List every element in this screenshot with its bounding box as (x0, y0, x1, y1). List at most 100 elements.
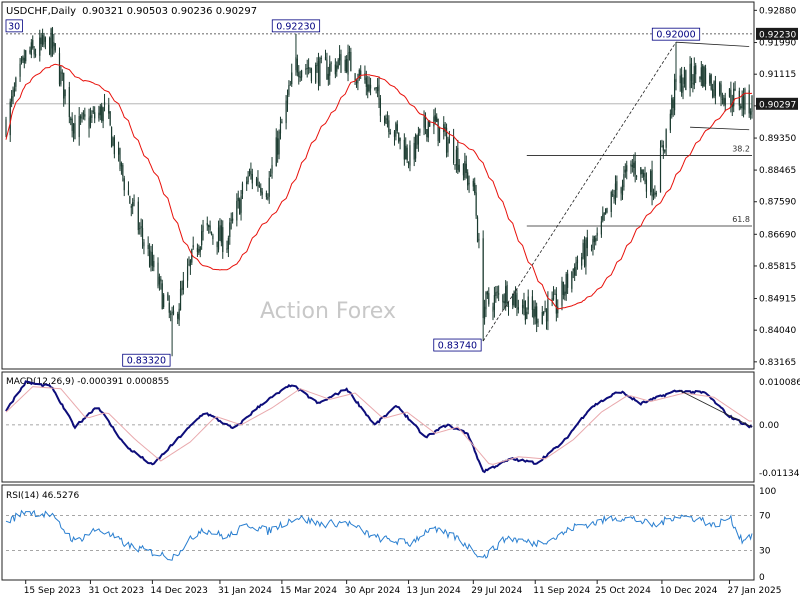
price-annotation-label: 0.83740 (438, 341, 477, 352)
candle-body (170, 313, 172, 315)
candle-body (172, 310, 175, 315)
candle-body (177, 313, 179, 319)
candle-body (704, 68, 707, 85)
candle-body (39, 37, 41, 56)
candle-body (475, 192, 477, 216)
candle-body (741, 94, 743, 109)
candle-body (724, 98, 726, 106)
candle-body (29, 50, 31, 53)
candle-body (319, 58, 321, 86)
candle-body (369, 84, 372, 89)
candle-body (23, 57, 25, 64)
candle-body (270, 174, 272, 176)
candle-body (288, 85, 290, 95)
candle-body (478, 238, 480, 241)
candle-body (384, 116, 386, 123)
candle-body (210, 232, 213, 235)
date-axis-label: 31 Jan 2024 (218, 586, 272, 596)
candle-body (364, 73, 366, 81)
candle-body (230, 219, 232, 221)
candle-body (44, 37, 47, 42)
date-axis-label: 27 Jan 2025 (727, 586, 781, 596)
candle-body (289, 84, 291, 86)
candle-body (465, 163, 467, 174)
candle-body (493, 295, 496, 310)
candle-body (406, 147, 408, 161)
candle-body (455, 149, 458, 166)
candle-body (103, 102, 106, 106)
candle-body (379, 98, 382, 116)
candle-body (81, 114, 83, 119)
candle-body (426, 129, 428, 138)
price-axis-label: 0.84915 (759, 295, 796, 305)
candle-body (84, 114, 86, 117)
candle-body (267, 197, 269, 199)
candle-body (679, 75, 681, 84)
candle-body (613, 195, 615, 199)
resistance-price-box-label: 0.92230 (759, 30, 796, 40)
rsi-layer (5, 509, 753, 561)
candle-body (275, 137, 277, 167)
candle-body (82, 113, 85, 115)
candle-body (730, 89, 732, 106)
candle-body (744, 89, 746, 111)
price-axis-label: 0.86690 (759, 230, 796, 240)
candle-body (541, 311, 543, 324)
date-axis-label: 29 Jul 2024 (471, 586, 522, 596)
candle-body (271, 165, 273, 174)
candle-body (416, 135, 418, 146)
candle-body (419, 128, 421, 133)
candle-body (498, 293, 500, 295)
candle-body (693, 66, 695, 86)
candle-body (552, 293, 555, 300)
candle-body (336, 65, 338, 72)
candle-body (506, 284, 508, 306)
candle-body (12, 89, 14, 98)
candle-body (454, 164, 456, 166)
candle-body (102, 107, 104, 122)
date-axis-label: 10 Dec 2024 (660, 586, 718, 596)
candle-body (198, 249, 200, 253)
candle-body (534, 306, 536, 317)
candle-body (635, 176, 638, 177)
candle-body (621, 184, 624, 196)
candle-body (436, 116, 438, 122)
candle-body (395, 123, 397, 137)
candle-body (51, 28, 54, 49)
candle-body (309, 67, 311, 71)
candle-body (182, 280, 184, 291)
candle-body (367, 84, 369, 92)
candle-body (158, 276, 161, 285)
candle-body (605, 208, 607, 214)
candle-body (346, 59, 348, 73)
candle-body (662, 145, 664, 151)
candle-body (507, 305, 510, 307)
candle-body (20, 59, 23, 62)
candle-body (239, 199, 241, 215)
candle-body (376, 86, 379, 92)
candle-body (219, 225, 221, 241)
candle-body (496, 291, 498, 293)
rsi-line (5, 509, 753, 561)
candle-body (13, 88, 16, 93)
price-axis-label: 0.85815 (759, 262, 796, 272)
candle-body (537, 321, 539, 323)
candle-body (161, 283, 163, 310)
candle-body (531, 296, 534, 310)
candle-body (523, 300, 525, 309)
candle-body (291, 72, 293, 85)
candle-body (661, 146, 663, 148)
candle-body (672, 99, 674, 109)
candle-body (409, 145, 411, 166)
candle-body (261, 191, 263, 195)
candle-body (751, 95, 753, 112)
candle-body (368, 84, 370, 91)
candle-body (34, 54, 37, 56)
candle-body (723, 97, 725, 104)
candle-body (467, 172, 469, 186)
candle-body (64, 89, 66, 97)
candle-body (78, 116, 80, 138)
candle-body (133, 200, 135, 202)
trendline (690, 126, 750, 131)
